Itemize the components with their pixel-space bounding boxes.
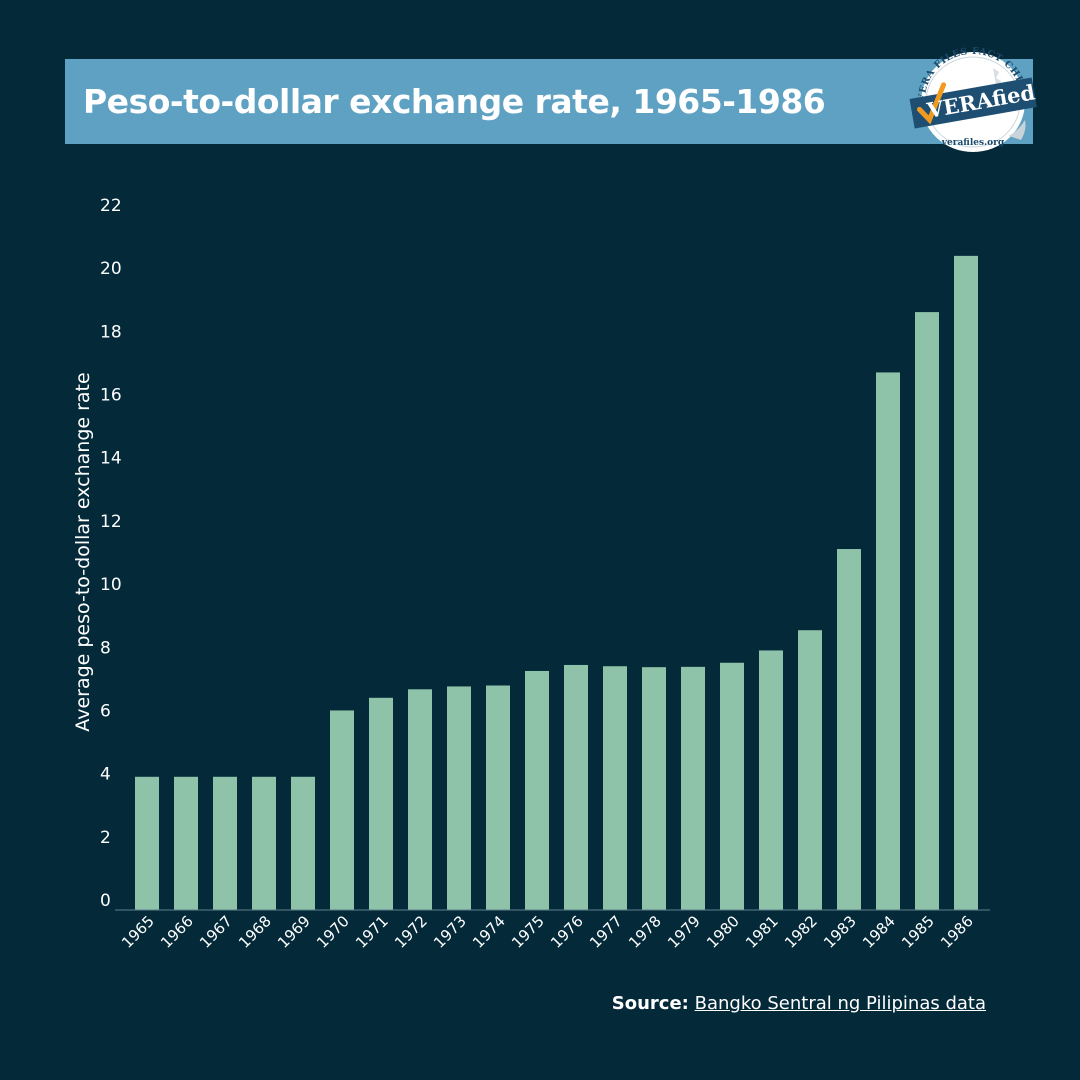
- check-icon: [916, 82, 947, 125]
- y-tick-label: 0: [100, 891, 111, 911]
- x-tick-label: 1976: [547, 912, 587, 952]
- bar-1981: [759, 650, 783, 910]
- y-tick-label: 10: [100, 575, 122, 595]
- bar-1972: [408, 689, 432, 910]
- bar-1986: [954, 255, 978, 911]
- page-title: Peso-to-dollar exchange rate, 1965-1986: [83, 82, 826, 121]
- y-tick-label: 8: [100, 638, 111, 658]
- page-curl: [1009, 120, 1026, 140]
- bar-1967: [213, 776, 237, 910]
- badge-ribbon: [909, 77, 1037, 129]
- bar-1971: [369, 697, 393, 910]
- bar-1985: [915, 312, 939, 911]
- x-tick-label: 1980: [703, 912, 743, 952]
- x-tick-label: 1970: [313, 912, 353, 952]
- bar-1979: [681, 666, 705, 910]
- bar-1977: [603, 666, 627, 910]
- x-axis: 1965 1966 1967 1968 1969 1970 1971 1972 1973 1974…: [118, 912, 977, 952]
- y-tick-label: 6: [100, 701, 111, 721]
- y-tick-label: 18: [100, 322, 122, 342]
- bars: [135, 255, 978, 911]
- y-tick-label: 14: [100, 449, 122, 469]
- x-tick-label: 1965: [118, 912, 158, 952]
- y-tick-label: 12: [100, 512, 122, 532]
- bar-1975: [525, 670, 549, 910]
- bar-1970: [330, 710, 354, 910]
- x-tick-label: 1984: [859, 912, 899, 952]
- bar-1976: [564, 664, 588, 910]
- x-tick-label: 1966: [157, 912, 197, 952]
- x-tick-label: 1968: [235, 912, 275, 952]
- bar-1983: [837, 549, 861, 910]
- source-note: Source: Bangko Sentral ng Pilipinas data: [612, 993, 986, 1014]
- y-tick-label: 20: [100, 259, 122, 279]
- bar-1968: [252, 776, 276, 910]
- bar-1969: [291, 776, 315, 910]
- x-tick-label: 1979: [664, 912, 704, 952]
- x-tick-label: 1982: [781, 912, 821, 952]
- y-axis: 0 2 4 6 8 10 12 14 16 18 20 22: [100, 196, 122, 911]
- verafied-badge: VERA FILES FACT CHECK VERAfied verafiles…: [909, 46, 1037, 152]
- source-label: Source:: [611, 993, 689, 1014]
- bar-1984: [876, 372, 900, 910]
- badge-url: verafiles.org: [941, 138, 1005, 148]
- bar-1973: [447, 686, 471, 910]
- map-silhouette-icon: [993, 68, 1003, 96]
- x-tick-label: 1978: [625, 912, 665, 952]
- bar-1982: [798, 630, 822, 910]
- x-tick-label: 1972: [391, 912, 431, 952]
- x-tick-label: 1971: [352, 912, 392, 952]
- bar-1965: [135, 776, 159, 910]
- bar-1978: [642, 667, 666, 910]
- x-tick-label: 1969: [274, 912, 314, 952]
- x-tick-label: 1985: [898, 912, 938, 952]
- title-band: Peso-to-dollar exchange rate, 1965-1986: [65, 59, 1033, 144]
- x-tick-label: 1981: [742, 912, 782, 952]
- bar-1966: [174, 776, 198, 910]
- x-tick-label: 1974: [469, 912, 509, 952]
- y-tick-label: 16: [100, 386, 122, 406]
- y-tick-label: 2: [100, 828, 111, 848]
- x-tick-label: 1983: [820, 912, 860, 952]
- x-tick-label: 1986: [937, 912, 977, 952]
- x-tick-label: 1973: [430, 912, 470, 952]
- y-tick-label: 22: [100, 196, 122, 216]
- y-axis-label: Average peso-to-dollar exchange rate: [72, 372, 94, 731]
- bar-1974: [486, 685, 510, 910]
- y-tick-label: 4: [100, 765, 111, 785]
- x-tick-label: 1977: [586, 912, 626, 952]
- bar-1980: [720, 662, 744, 910]
- x-tick-label: 1975: [508, 912, 548, 952]
- x-tick-label: 1967: [196, 912, 236, 952]
- source-link[interactable]: Bangko Sentral ng Pilipinas data: [694, 993, 986, 1014]
